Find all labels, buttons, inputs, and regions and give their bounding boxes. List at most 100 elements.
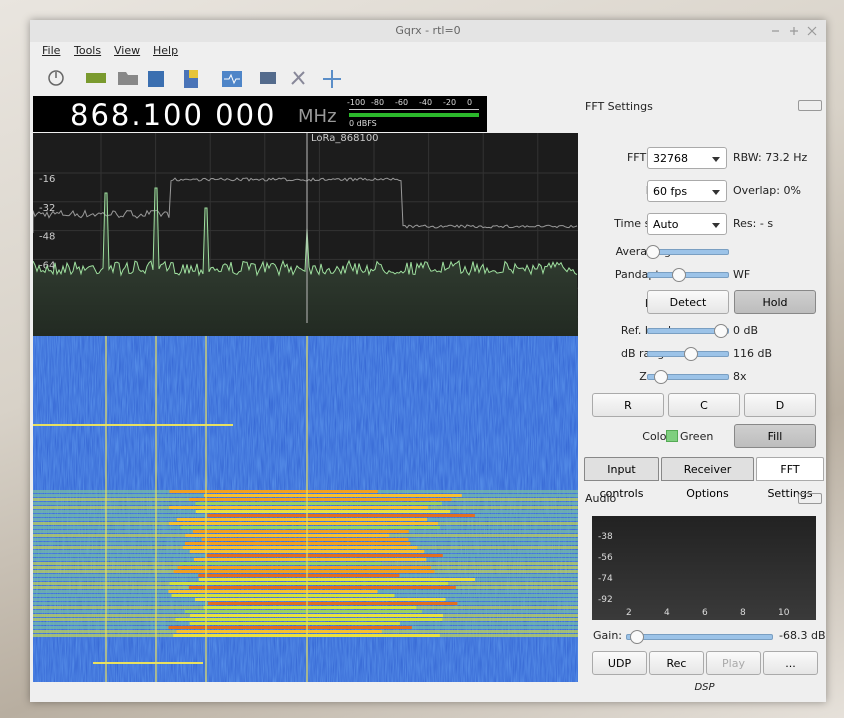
waterfall-signal [190, 614, 443, 617]
x-tick-label: 6 [702, 608, 708, 618]
waterfall-signal [188, 586, 456, 589]
push-button[interactable]: Play [706, 651, 761, 675]
dock-buttons[interactable] [798, 493, 822, 504]
waterfall-signal [189, 622, 400, 625]
meter-label: 0 dBFS [349, 119, 377, 128]
marker-label: LoRa_868100 [311, 133, 379, 144]
waterfall-signal [169, 506, 428, 509]
y-tick-label: -74 [598, 574, 613, 584]
x-tick-label: 10 [778, 608, 790, 618]
waterfall-signal [168, 590, 378, 593]
slider-handle[interactable] [646, 245, 660, 259]
slider[interactable] [647, 268, 729, 282]
waterfall-signal [175, 618, 443, 621]
slider-handle[interactable] [630, 630, 644, 644]
window-title: Gqrx - rtl=0 [395, 24, 461, 37]
waterfall-signal [203, 494, 462, 497]
waterfall-signal [189, 498, 452, 501]
frequency-value[interactable]: 868.100 000 [70, 98, 277, 132]
signal-meter: 0 dBFS -100 -80 -60 -40 -20 0 [343, 97, 485, 131]
tab[interactable]: FFT Settings [756, 457, 824, 500]
combo-box[interactable]: 32768 [647, 147, 727, 169]
dock-title: Audio [585, 492, 617, 505]
slider-handle[interactable] [684, 347, 698, 361]
x-tick-label: 4 [664, 608, 670, 618]
waterfall-signal [198, 578, 476, 581]
combo-box[interactable]: 60 fps [647, 180, 727, 202]
push-button[interactable]: Rec [649, 651, 704, 675]
toggle-button[interactable]: Detect [647, 290, 729, 314]
waterfall-signal [192, 530, 409, 533]
field-info: Res: - s [733, 217, 774, 230]
waterfall-signal [169, 490, 378, 493]
field-info: WF [733, 268, 751, 281]
field-label: Gain: [593, 629, 622, 642]
waterfall-signal [168, 522, 438, 525]
menu-bar: File Tools View Help [42, 44, 342, 60]
waterfall-signal [169, 582, 449, 585]
waterfall-burst [33, 424, 233, 426]
waterfall-signal [205, 554, 443, 557]
push-button[interactable]: ... [763, 651, 818, 675]
toggle-button[interactable]: Fill [734, 424, 816, 448]
dock-title: FFT Settings [585, 100, 653, 113]
slider-handle[interactable] [714, 324, 728, 338]
waterfall-signal [171, 594, 395, 597]
meter-tick-label: -60 [395, 98, 409, 107]
meter-scale [349, 109, 479, 110]
waterfall-signal [193, 558, 427, 561]
toolbar [36, 64, 366, 94]
waterfall-signal [207, 514, 475, 517]
y-tick-label: -48 [39, 232, 55, 243]
meter-tick-label: -80 [371, 98, 385, 107]
tab[interactable]: Input controls [584, 457, 659, 500]
x-tick-label: 2 [626, 608, 632, 618]
x-tick-label: 8 [740, 608, 746, 618]
window-controls[interactable] [770, 25, 822, 37]
slider[interactable] [626, 630, 773, 644]
push-button[interactable]: UDP [592, 651, 647, 675]
push-button[interactable]: D [744, 393, 816, 417]
meter-tick-label: -20 [443, 98, 457, 107]
waterfall-signal [195, 502, 442, 505]
menu-item[interactable]: View [114, 44, 141, 57]
title-bar [30, 20, 826, 42]
slider[interactable] [647, 370, 729, 384]
y-tick-label: -16 [39, 174, 55, 185]
slider[interactable] [647, 324, 729, 338]
waterfall-signal [180, 526, 440, 529]
waterfall-signal [203, 606, 417, 609]
waterfall-signal [198, 574, 400, 577]
waterfall-signal [201, 538, 409, 541]
toolbar-icons[interactable] [36, 64, 366, 94]
color-swatch[interactable] [666, 430, 678, 442]
waterfall[interactable] [33, 336, 578, 682]
field-label: Color [642, 430, 671, 443]
toggle-button[interactable]: Hold [734, 290, 816, 314]
slider[interactable] [647, 347, 729, 361]
slider-handle[interactable] [672, 268, 686, 282]
menu-item[interactable]: Help [153, 44, 179, 57]
y-tick-label: -56 [598, 553, 613, 563]
combo-box[interactable]: Auto [647, 213, 727, 235]
spectrum-plot[interactable]: -16-32-48-64-80-96867.98868.01868.04868.… [33, 133, 578, 336]
meter-tick-label: -100 [347, 98, 366, 107]
slider[interactable] [646, 245, 729, 259]
field-info: 116 dB [733, 347, 773, 360]
tab[interactable]: Receiver Options [661, 457, 754, 500]
dock-buttons[interactable] [798, 100, 822, 111]
waterfall-signal [173, 570, 435, 573]
waterfall-signal [182, 546, 418, 549]
push-button[interactable]: R [592, 393, 664, 417]
waterfall-signal [179, 562, 382, 565]
y-tick-label: -32 [39, 203, 55, 214]
slider-handle[interactable] [654, 370, 668, 384]
push-button[interactable]: C [668, 393, 740, 417]
menu-item[interactable]: Tools [74, 44, 102, 57]
menu-item[interactable]: File [42, 44, 61, 57]
waterfall-signal [207, 602, 458, 605]
waterfall-signal [176, 630, 382, 633]
color-value: Green [680, 430, 714, 443]
